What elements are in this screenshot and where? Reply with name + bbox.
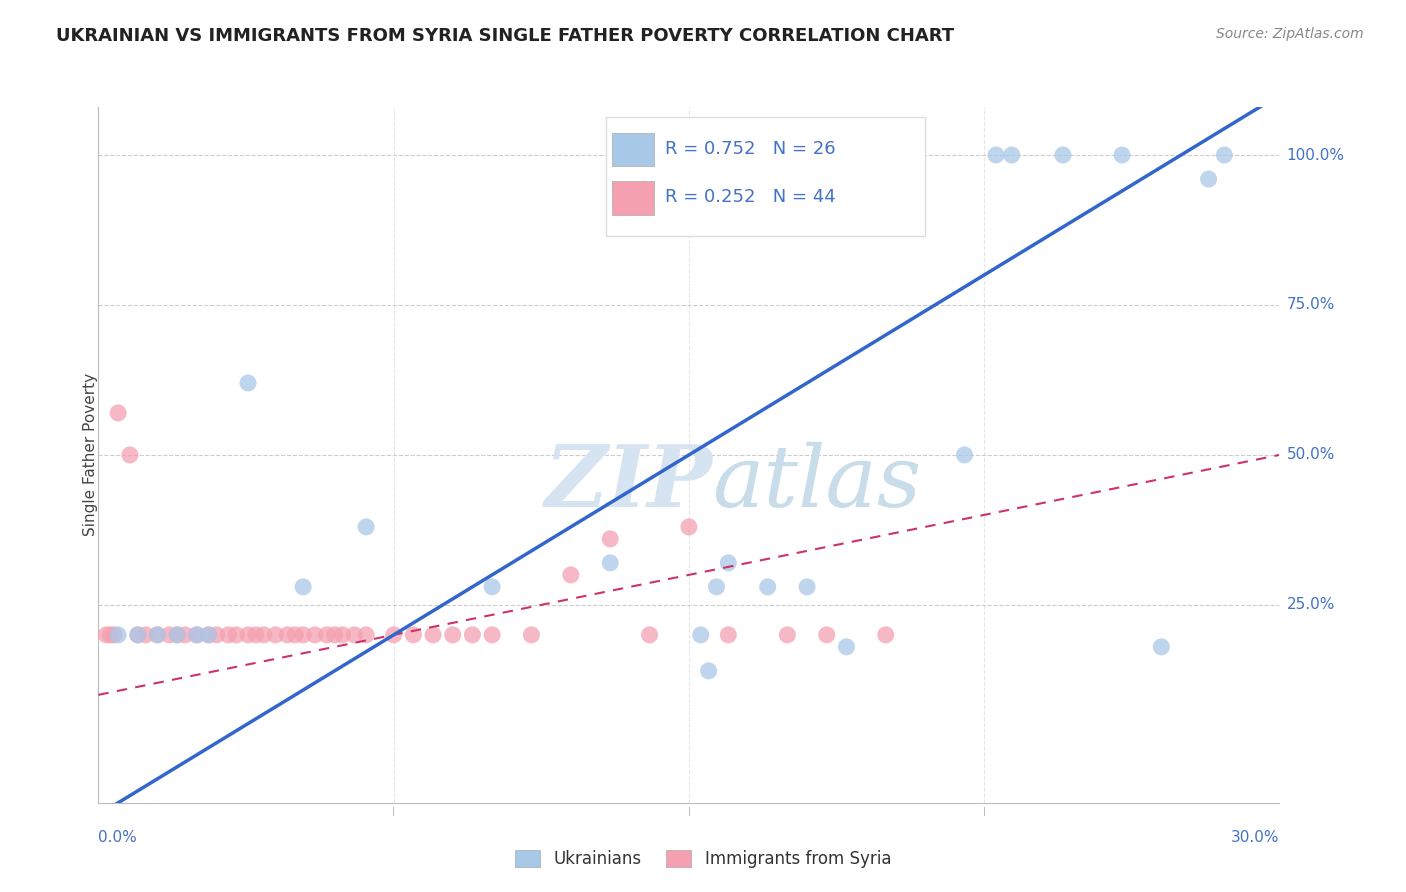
FancyBboxPatch shape <box>606 118 925 235</box>
Point <box>815 628 838 642</box>
Point <box>638 628 661 642</box>
Point <box>1052 148 1074 162</box>
Point <box>292 628 315 642</box>
Point <box>343 628 366 642</box>
Point <box>599 532 621 546</box>
Text: R = 0.752   N = 26: R = 0.752 N = 26 <box>665 140 837 158</box>
Point <box>560 567 582 582</box>
Point <box>1198 172 1220 186</box>
Point <box>304 628 326 642</box>
Point <box>276 628 298 642</box>
FancyBboxPatch shape <box>612 133 654 166</box>
Text: ZIP: ZIP <box>544 441 713 524</box>
Point <box>984 148 1007 162</box>
Legend: Ukrainians, Immigrants from Syria: Ukrainians, Immigrants from Syria <box>508 843 898 875</box>
Point <box>197 628 219 642</box>
Point <box>236 376 259 390</box>
Point <box>717 628 740 642</box>
Text: R = 0.252   N = 44: R = 0.252 N = 44 <box>665 188 837 206</box>
Point <box>205 628 228 642</box>
Point <box>127 628 149 642</box>
Point <box>697 664 720 678</box>
Point <box>264 628 287 642</box>
Text: UKRAINIAN VS IMMIGRANTS FROM SYRIA SINGLE FATHER POVERTY CORRELATION CHART: UKRAINIAN VS IMMIGRANTS FROM SYRIA SINGL… <box>56 27 955 45</box>
Point <box>689 628 711 642</box>
Point <box>481 628 503 642</box>
Point <box>1150 640 1173 654</box>
Point <box>520 628 543 642</box>
Point <box>402 628 425 642</box>
Point <box>292 580 315 594</box>
Text: 30.0%: 30.0% <box>1232 830 1279 845</box>
Point <box>118 448 141 462</box>
Point <box>284 628 307 642</box>
Point <box>776 628 799 642</box>
Point <box>96 628 118 642</box>
Point <box>953 448 976 462</box>
Point <box>146 628 169 642</box>
Text: |: | <box>983 807 986 816</box>
Point <box>186 628 208 642</box>
Text: |: | <box>392 807 395 816</box>
Point <box>481 580 503 594</box>
Point <box>315 628 337 642</box>
Point <box>1001 148 1024 162</box>
Point <box>186 628 208 642</box>
Point <box>1111 148 1133 162</box>
Point <box>98 628 121 642</box>
Text: 50.0%: 50.0% <box>1286 448 1334 462</box>
Text: 100.0%: 100.0% <box>1286 147 1344 162</box>
Point <box>107 406 129 420</box>
Point <box>422 628 444 642</box>
Y-axis label: Single Father Poverty: Single Father Poverty <box>83 374 97 536</box>
Point <box>225 628 247 642</box>
Point <box>166 628 188 642</box>
Point <box>461 628 484 642</box>
Point <box>323 628 346 642</box>
Point <box>796 580 818 594</box>
Point <box>245 628 267 642</box>
Text: 0.0%: 0.0% <box>98 830 138 845</box>
Point <box>835 640 858 654</box>
Point <box>253 628 276 642</box>
Point <box>135 628 157 642</box>
Point <box>236 628 259 642</box>
Point <box>678 520 700 534</box>
Point <box>157 628 180 642</box>
Point <box>599 556 621 570</box>
Point <box>103 628 125 642</box>
Point <box>107 628 129 642</box>
Text: Source: ZipAtlas.com: Source: ZipAtlas.com <box>1216 27 1364 41</box>
Point <box>706 580 728 594</box>
Point <box>875 628 897 642</box>
Point <box>354 520 377 534</box>
Point <box>146 628 169 642</box>
Point <box>197 628 219 642</box>
Point <box>1213 148 1236 162</box>
Text: 25.0%: 25.0% <box>1286 598 1334 613</box>
Text: atlas: atlas <box>713 442 922 524</box>
Point <box>166 628 188 642</box>
Point <box>717 556 740 570</box>
Point <box>441 628 464 642</box>
Point <box>756 580 779 594</box>
Point <box>127 628 149 642</box>
Point <box>332 628 354 642</box>
Point <box>174 628 197 642</box>
Point <box>382 628 405 642</box>
Point <box>217 628 239 642</box>
Text: 75.0%: 75.0% <box>1286 297 1334 312</box>
Point <box>354 628 377 642</box>
FancyBboxPatch shape <box>612 181 654 215</box>
Text: |: | <box>688 807 690 816</box>
